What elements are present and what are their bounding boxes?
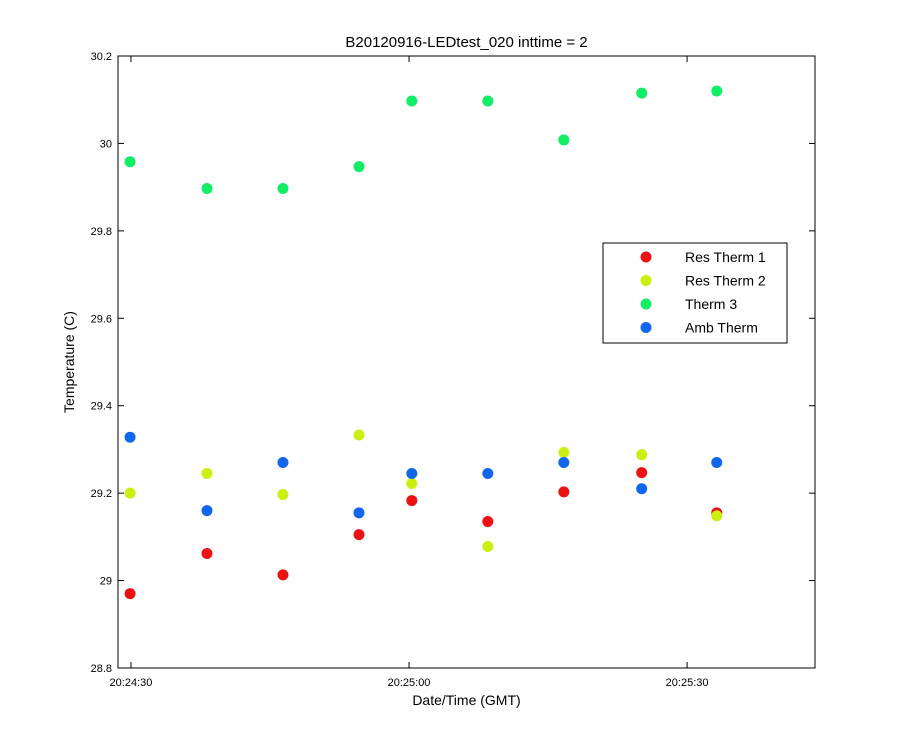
- legend-marker-res-therm-1: [640, 251, 652, 263]
- point-therm-3: [353, 161, 365, 173]
- point-res-therm-2: [406, 478, 418, 490]
- y-tick-label: 30: [100, 138, 112, 150]
- legend-label-res-therm-1: Res Therm 1: [685, 249, 766, 265]
- y-axis-label: Temperature (C): [61, 311, 77, 413]
- point-res-therm-1: [277, 569, 289, 581]
- point-amb-therm: [353, 507, 365, 519]
- point-amb-therm: [636, 483, 648, 495]
- point-res-therm-2: [711, 510, 723, 522]
- chart-title: B20120916-LEDtest_020 inttime = 2: [345, 34, 587, 51]
- point-therm-3: [406, 95, 418, 107]
- point-amb-therm: [482, 467, 494, 479]
- point-amb-therm: [201, 505, 213, 517]
- legend-box: [602, 242, 788, 344]
- y-tick-label: 29.8: [91, 226, 112, 238]
- legend: Res Therm 1 Res Therm 2 Therm 3 Amb Therm: [602, 242, 788, 344]
- point-therm-3: [711, 85, 723, 97]
- y-tick-label: 28.8: [91, 663, 112, 675]
- x-tick-label: 20:25:00: [388, 677, 431, 689]
- point-res-therm-2: [482, 540, 494, 552]
- point-res-therm-1: [406, 495, 418, 507]
- y-tick-label: 29.2: [91, 488, 112, 500]
- point-therm-3: [277, 182, 289, 194]
- x-axis-label: Date/Time (GMT): [412, 692, 520, 708]
- legend-marker-res-therm-2: [640, 275, 652, 286]
- point-amb-therm: [406, 467, 418, 479]
- point-res-therm-2: [277, 488, 289, 500]
- point-amb-therm: [558, 457, 570, 469]
- point-therm-3: [482, 95, 494, 107]
- data-points: [124, 85, 723, 600]
- point-res-therm-1: [558, 486, 570, 498]
- point-res-therm-1: [636, 467, 648, 479]
- point-res-therm-1: [124, 588, 136, 600]
- point-therm-3: [636, 87, 648, 99]
- point-therm-3: [124, 156, 136, 168]
- point-res-therm-1: [201, 547, 213, 559]
- y-tick-label: 29: [100, 576, 112, 588]
- point-res-therm-2: [124, 487, 136, 499]
- legend-marker-therm-3: [640, 298, 652, 310]
- plot-area: [117, 55, 816, 669]
- legend-label-res-therm-2: Res Therm 2: [685, 273, 766, 289]
- legend-marker-amb-therm: [640, 322, 652, 333]
- legend-label-amb-therm: Amb Therm: [685, 320, 758, 336]
- point-therm-3: [558, 134, 570, 146]
- point-res-therm-1: [482, 516, 494, 528]
- y-tick-label: 29.6: [91, 313, 112, 325]
- point-amb-therm: [124, 431, 136, 443]
- y-tick-label: 30.2: [91, 51, 112, 63]
- axis-ticks: 28.8 29 29.2 29.4 29.6 29.8 30 30.2 20:24:30 20:2…: [91, 51, 815, 689]
- point-res-therm-2: [201, 467, 213, 479]
- point-res-therm-2: [558, 446, 570, 458]
- point-amb-therm: [277, 457, 289, 469]
- legend-label-therm-3: Therm 3: [685, 296, 737, 312]
- point-therm-3: [201, 182, 213, 194]
- point-res-therm-2: [353, 429, 365, 441]
- x-tick-label: 20:24:30: [110, 677, 153, 689]
- y-tick-label: 29.4: [91, 401, 112, 413]
- point-res-therm-1: [353, 529, 365, 541]
- point-res-therm-2: [636, 449, 648, 461]
- x-tick-label: 20:25:30: [666, 677, 709, 689]
- point-amb-therm: [711, 457, 723, 469]
